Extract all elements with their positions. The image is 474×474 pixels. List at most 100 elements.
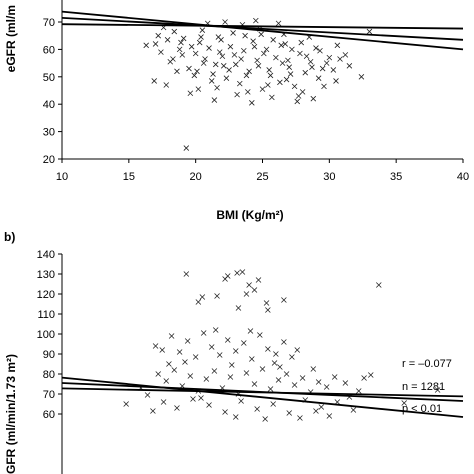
data-point	[307, 58, 314, 65]
panel-a-y-ticks: 20 30 40 50 60 70	[43, 17, 62, 166]
data-point	[358, 74, 365, 80]
data-point	[281, 339, 287, 345]
data-point	[155, 371, 162, 377]
data-point	[231, 52, 238, 58]
data-point	[297, 415, 303, 421]
data-point	[355, 388, 362, 394]
data-point	[151, 78, 158, 84]
data-point	[234, 91, 240, 98]
data-point	[234, 270, 240, 276]
data-point	[230, 30, 236, 36]
data-point	[367, 372, 374, 378]
data-point	[267, 72, 274, 79]
y-tick-label: 20	[43, 154, 55, 166]
data-point	[259, 86, 266, 92]
x-tick-label: 35	[390, 171, 402, 183]
data-point	[294, 347, 301, 353]
data-point	[212, 327, 219, 333]
data-point	[195, 299, 202, 305]
y-tick-label: 70	[43, 17, 55, 29]
data-point	[206, 45, 212, 51]
data-point	[167, 58, 174, 65]
panel-a-egfr-vs-bmi: 20 30 40 50 60 70 10 15 20 25 30 35 40 eGFR (ml/m B…	[4, 0, 469, 222]
data-point	[249, 356, 255, 362]
data-point	[238, 56, 244, 62]
data-point	[294, 98, 301, 105]
data-point	[401, 400, 407, 406]
data-point	[251, 43, 258, 50]
data-point	[342, 380, 349, 386]
y-tick-label: 80	[43, 369, 55, 381]
data-point	[246, 282, 252, 288]
data-point	[297, 50, 303, 57]
confidence-band-line	[61, 23, 464, 30]
data-point	[183, 271, 190, 277]
data-point	[200, 60, 207, 66]
data-point	[222, 276, 228, 282]
data-point	[253, 17, 259, 24]
data-point	[282, 41, 289, 47]
data-point	[227, 43, 234, 50]
data-point	[361, 375, 367, 381]
data-point	[194, 68, 200, 75]
x-tick-label: 30	[323, 171, 335, 183]
panel-b-y-axis-label: GFR (ml/min/1.73 m²)	[4, 354, 18, 474]
data-point	[199, 27, 206, 34]
data-point	[283, 76, 290, 83]
data-point	[176, 46, 183, 53]
data-point	[143, 42, 149, 49]
data-point	[163, 378, 170, 384]
data-point	[261, 50, 267, 57]
stat-r-value: r = –0.077	[402, 358, 452, 370]
data-point	[196, 39, 203, 46]
data-point	[330, 67, 337, 73]
data-point	[123, 401, 129, 407]
stat-n-value: n = 1281	[402, 381, 445, 393]
data-point	[299, 89, 306, 95]
data-point	[266, 67, 272, 73]
data-point	[192, 354, 199, 360]
data-point	[254, 406, 260, 412]
data-point	[346, 63, 353, 69]
data-point	[298, 39, 305, 46]
y-tick-label: 60	[43, 44, 55, 56]
data-point	[160, 399, 167, 405]
data-point	[249, 100, 255, 106]
data-point	[208, 78, 215, 84]
data-point	[186, 65, 192, 72]
data-point	[232, 61, 239, 68]
data-point	[331, 374, 338, 380]
data-point	[258, 31, 264, 38]
data-point	[212, 61, 219, 68]
y-tick-label: 100	[37, 329, 55, 341]
y-tick-label: 50	[43, 72, 55, 84]
data-point	[317, 47, 323, 54]
data-point	[179, 52, 186, 58]
data-point	[243, 72, 250, 79]
panel-a-y-axis-label: eGFR (ml/m	[4, 5, 18, 72]
data-point	[222, 19, 228, 25]
data-point	[152, 343, 159, 349]
data-point	[366, 28, 373, 35]
data-point	[158, 49, 164, 55]
data-point	[254, 57, 260, 64]
data-point	[187, 90, 194, 97]
panel-a-scatter-points	[143, 17, 373, 151]
y-tick-label: 90	[43, 349, 55, 361]
data-point	[376, 282, 382, 288]
data-point	[202, 56, 208, 62]
data-point	[164, 37, 171, 43]
data-point	[174, 405, 180, 411]
data-point	[220, 63, 227, 69]
data-point	[255, 277, 262, 283]
data-point	[323, 384, 330, 390]
data-point	[232, 348, 239, 354]
data-point	[187, 373, 194, 379]
data-point	[323, 60, 330, 66]
data-point	[211, 368, 218, 374]
data-point	[321, 83, 327, 90]
data-point	[224, 337, 231, 343]
data-point	[263, 46, 270, 53]
data-point	[243, 370, 250, 376]
data-point	[310, 366, 317, 372]
